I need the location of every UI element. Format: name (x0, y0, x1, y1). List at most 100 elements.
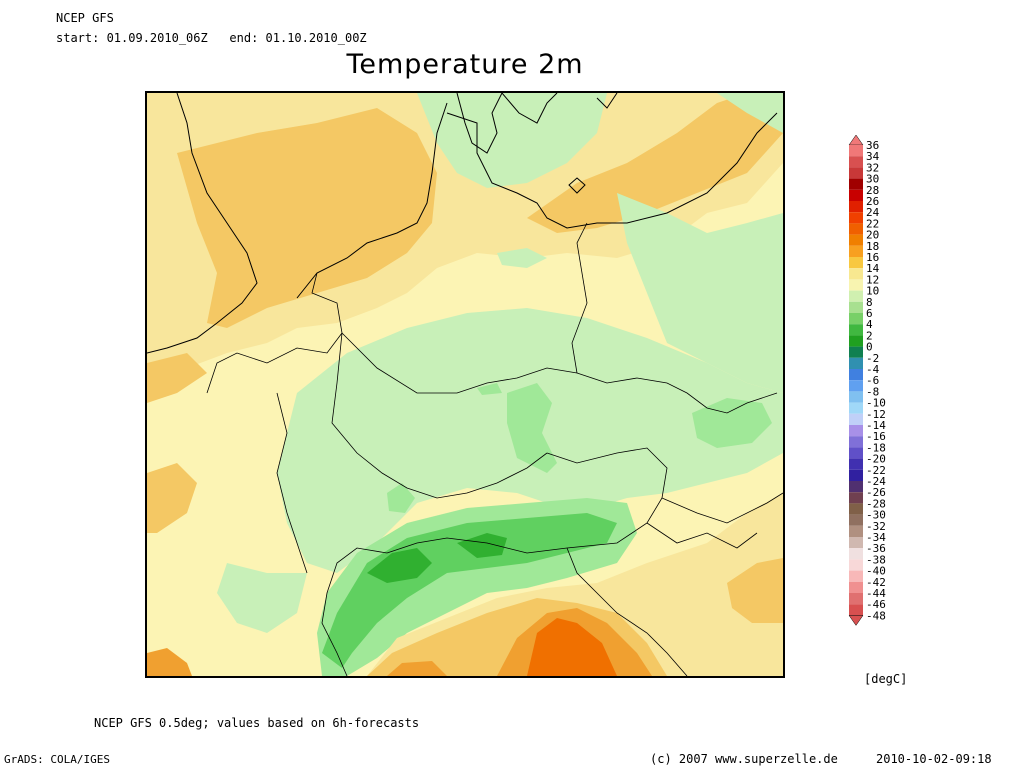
legend-tick-label: 26 (866, 195, 879, 208)
field-4-6-alps (322, 513, 617, 668)
legend-swatch (849, 156, 863, 168)
period-label: start: 01.09.2010_06Z end: 01.10.2010_00… (56, 31, 367, 45)
chart-title: Temperature 2m (346, 49, 584, 80)
country-borders (206, 222, 783, 676)
field-16-18-southwest (147, 463, 197, 533)
legend-swatch (849, 268, 863, 280)
temperature-map (145, 91, 785, 678)
legend-tick-label: -16 (866, 430, 886, 443)
legend-tick-label: 8 (866, 296, 873, 309)
legend-swatch (849, 413, 863, 425)
legend-tick-label: -10 (866, 397, 886, 410)
field-6-8-isolated (387, 483, 415, 513)
field-16-18-east (727, 558, 783, 623)
legend-tick-label: 6 (866, 307, 873, 320)
legend-swatch (849, 279, 863, 291)
legend-swatch (849, 447, 863, 459)
legend-tick-label: 12 (866, 273, 879, 286)
field-10-12-scandinavia (417, 93, 607, 188)
legend-swatch (849, 290, 863, 302)
legend-arrow-top (848, 134, 864, 146)
legend-swatch (849, 234, 863, 246)
legend-swatch (849, 548, 863, 560)
legend-swatch (849, 324, 863, 336)
legend-swatch (849, 481, 863, 493)
legend-swatch (849, 570, 863, 582)
legend-tick-label: 16 (866, 251, 879, 264)
legend-tick-label: 28 (866, 184, 879, 197)
legend-tick-label: -2 (866, 352, 879, 365)
legend-arrow-bottom (848, 615, 864, 626)
legend-tick-label: 34 (866, 150, 880, 163)
field-16-18-west (147, 353, 207, 403)
legend-swatch (849, 581, 863, 593)
legend-tick-label: -18 (866, 441, 886, 454)
legend-swatch (849, 469, 863, 481)
legend-swatch (849, 514, 863, 526)
legend-tick-label: 2 (866, 329, 873, 342)
field-16-18-northsea (177, 108, 437, 328)
legend-tick-label: 4 (866, 318, 873, 331)
legend-tick-label: -12 (866, 408, 886, 421)
legend-swatch (849, 178, 863, 190)
field-6-8-slovakia (692, 398, 772, 448)
legend-tick-label: 32 (866, 161, 879, 174)
legend-tick-label: -26 (866, 486, 886, 499)
legend-swatch (849, 335, 863, 347)
legend-tick-label: -20 (866, 453, 886, 466)
legend-swatch (849, 604, 863, 616)
model-label: NCEP GFS (56, 11, 114, 25)
legend-swatch (849, 257, 863, 269)
timestamp-label: 2010-10-02-09:18 (876, 752, 992, 766)
coastlines (147, 93, 778, 354)
color-legend-scale: 363432302826242220181614121086420-2-4-6-… (848, 134, 886, 626)
legend-tick-label: -36 (866, 542, 886, 555)
field-2-4-alps-central (457, 533, 507, 558)
legend-tick-label: -30 (866, 509, 886, 522)
legend-swatch (849, 458, 863, 470)
field-2-4-alps-west (367, 548, 432, 583)
legend-swatch (849, 391, 863, 403)
legend-swatch (849, 402, 863, 414)
legend-tick-label: -48 (866, 609, 886, 622)
legend-tick-label: -8 (866, 385, 879, 398)
grads-credit: GrADS: COLA/IGES (4, 753, 110, 766)
legend-tick-label: 22 (866, 217, 879, 230)
field-20-22-adriatic (527, 618, 617, 676)
legend-swatch (849, 503, 863, 515)
field-18-20-southwest (147, 648, 192, 676)
legend-tick-label: -24 (866, 475, 886, 488)
legend-swatch (849, 245, 863, 257)
legend-tick-label: -34 (866, 531, 886, 544)
legend-swatch (849, 380, 863, 392)
legend-tick-label: -28 (866, 497, 886, 510)
legend-swatch (849, 436, 863, 448)
temperature-field (147, 93, 783, 676)
legend-swatch (849, 525, 863, 537)
legend-swatch (849, 201, 863, 213)
field-8-10-western (217, 563, 307, 633)
legend-tick-label: -42 (866, 576, 886, 589)
legend-swatch (849, 357, 863, 369)
legend-tick-label: -22 (866, 464, 886, 477)
legend-swatch (849, 346, 863, 358)
legend-tick-label: -44 (866, 587, 886, 600)
legend-swatch (849, 559, 863, 571)
legend-tick-label: 30 (866, 173, 879, 186)
copyright-note: (c) 2007 www.superzelle.de (650, 752, 838, 766)
legend-tick-label: 10 (866, 285, 879, 298)
legend-tick-label: 36 (866, 139, 879, 152)
legend-tick-label: -40 (866, 565, 886, 578)
legend-swatch (849, 167, 863, 179)
field-8-10-east (617, 193, 783, 393)
legend-swatch (849, 593, 863, 605)
field-18-20-ligurian (387, 661, 447, 676)
legend-tick-label: 24 (866, 206, 880, 219)
color-legend: 36 34 32 30 28 26 24 22 20 18 16 14 12 10 8 6 4 2 0 -2 -4 -6-… (845, 133, 915, 630)
legend-tick-label: 0 (866, 341, 873, 354)
legend-swatch (849, 301, 863, 313)
legend-swatch (849, 425, 863, 437)
unit-label: [degC] (864, 672, 908, 686)
field-8-10-pocket (497, 248, 547, 268)
legend-swatch (849, 369, 863, 381)
